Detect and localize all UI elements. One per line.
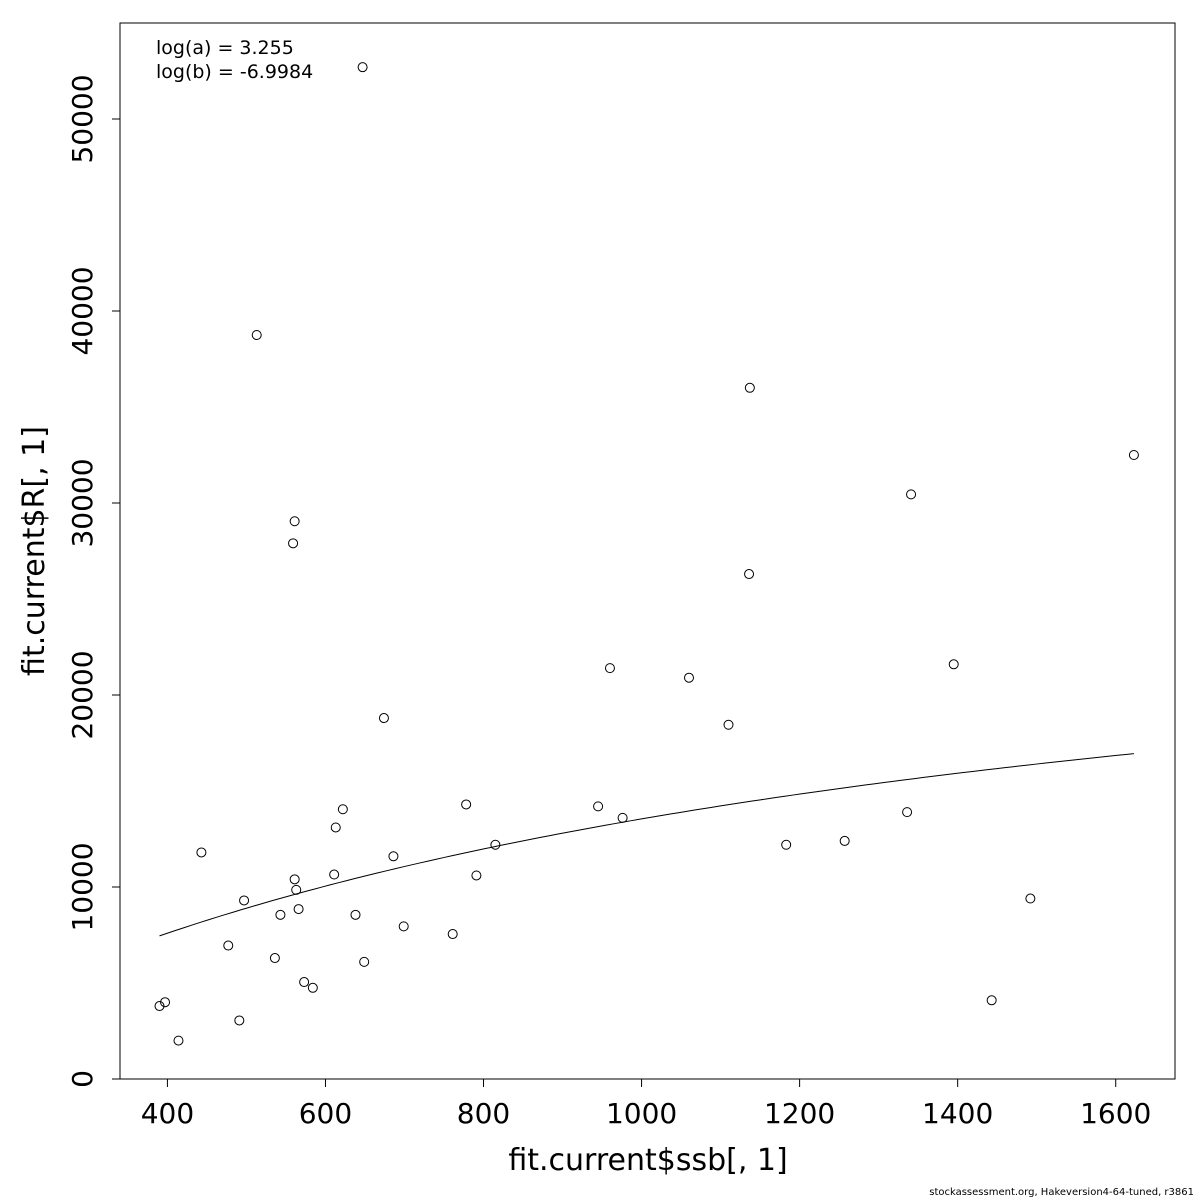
data-point <box>1025 893 1036 904</box>
y-tick-label: 50000 <box>66 74 99 163</box>
plot-frame <box>119 22 1176 1080</box>
data-point <box>234 1015 245 1026</box>
data-points <box>154 62 1139 1046</box>
footer-credit: stockassessment.org, Hakeversion4-64-tun… <box>929 1187 1194 1198</box>
y-axis: 0 10000 20000 30000 40000 50000 <box>66 74 121 1088</box>
y-tick-label: 10000 <box>66 842 99 931</box>
data-point <box>329 869 340 880</box>
data-point <box>289 516 300 527</box>
data-point <box>293 904 304 915</box>
data-point <box>196 847 207 858</box>
data-point <box>723 719 734 730</box>
data-point <box>839 835 850 846</box>
data-point <box>781 839 792 850</box>
x-tick-label: 1400 <box>922 1097 993 1130</box>
x-tick-label: 1000 <box>606 1097 677 1130</box>
x-axis: 400 600 800 1000 1200 1400 1600 <box>141 1078 1151 1130</box>
data-point <box>239 895 250 906</box>
y-tick-label: 20000 <box>66 650 99 739</box>
data-point <box>398 921 409 932</box>
annotation-log-b: log(b) = -6.9984 <box>156 61 313 83</box>
y-tick-label: 40000 <box>66 266 99 355</box>
data-point <box>388 851 399 862</box>
data-point <box>744 569 755 580</box>
data-point <box>154 1001 165 1012</box>
fit-curve <box>159 753 1134 937</box>
data-point <box>986 995 997 1006</box>
y-axis-title: fit.current$R[, 1] <box>17 426 52 676</box>
data-point <box>744 382 755 393</box>
data-point <box>617 812 628 823</box>
data-point <box>902 807 913 818</box>
data-point <box>307 982 318 993</box>
data-point <box>275 909 286 920</box>
annotation-log-a: log(a) = 3.255 <box>156 37 294 59</box>
x-tick-label: 800 <box>457 1097 510 1130</box>
data-point <box>350 909 361 920</box>
data-point <box>288 538 299 549</box>
data-point <box>160 997 171 1008</box>
x-axis-title: fit.current$ssb[, 1] <box>508 1143 787 1178</box>
data-point <box>490 839 501 850</box>
data-point <box>223 940 234 951</box>
x-tick-label: 400 <box>141 1097 194 1130</box>
data-point <box>948 659 959 670</box>
data-point <box>359 956 370 967</box>
data-point <box>330 822 341 833</box>
data-point <box>337 804 348 815</box>
data-point <box>593 801 604 812</box>
y-tick-label: 30000 <box>66 458 99 547</box>
data-point <box>289 874 300 885</box>
data-point <box>604 663 615 674</box>
data-point <box>251 330 262 340</box>
data-point <box>269 953 280 964</box>
data-point <box>471 870 482 881</box>
x-tick-label: 1200 <box>764 1097 835 1130</box>
data-point <box>447 929 458 940</box>
data-point <box>357 62 368 73</box>
x-tick-label: 600 <box>299 1097 352 1130</box>
data-point <box>461 799 472 810</box>
y-tick-label: 0 <box>66 1070 99 1088</box>
data-point <box>906 489 917 500</box>
data-point <box>378 713 389 724</box>
data-point <box>1128 450 1139 460</box>
data-point <box>683 672 694 683</box>
data-point <box>173 1035 184 1046</box>
data-point <box>299 977 310 988</box>
x-tick-label: 1600 <box>1080 1097 1151 1130</box>
